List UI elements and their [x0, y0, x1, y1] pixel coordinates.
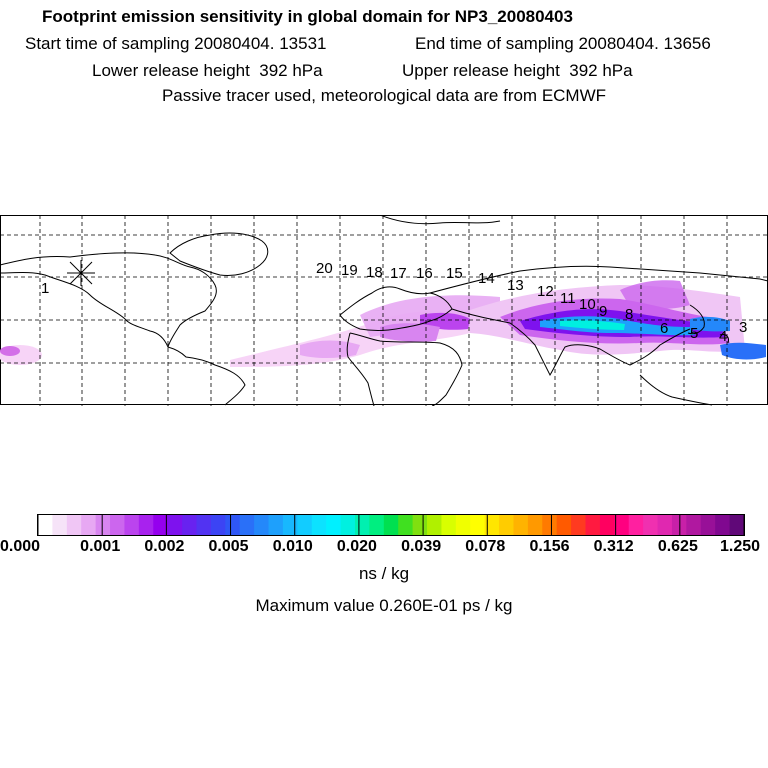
colorbar-cells — [38, 515, 745, 535]
trajectory-label: 20 — [316, 260, 333, 277]
colorbar-tick-label: 0.010 — [272, 538, 313, 555]
trajectory-label: 17 — [390, 265, 407, 282]
colorbar-tick-label: 0.156 — [529, 538, 570, 555]
trajectory-label: 16 — [416, 265, 433, 282]
colorbar-tick-label: 0.312 — [593, 538, 634, 555]
end-time: End time of sampling 20080404. 13656 — [415, 34, 711, 53]
colorbar-cell — [527, 515, 543, 535]
colorbar-cell — [412, 515, 428, 535]
colorbar-cell — [311, 515, 327, 535]
colorbar-cell — [427, 515, 443, 535]
colorbar-cell — [715, 515, 731, 535]
colorbar-cell — [441, 515, 457, 535]
colorbar-cell — [196, 515, 212, 535]
trajectory-label: 3 — [739, 319, 747, 336]
colorbar-cell — [628, 515, 644, 535]
colorbar-cell — [210, 515, 226, 535]
colorbar-cell — [225, 515, 241, 535]
colorbar-cell — [138, 515, 154, 535]
colorbar-cell — [686, 515, 702, 535]
trajectory-label: 19 — [341, 262, 358, 279]
colorbar-cell — [239, 515, 255, 535]
colorbar-cell — [556, 515, 572, 535]
colorbar-cell — [110, 515, 126, 535]
colorbar-tick-label: 1.250 — [720, 538, 761, 555]
colorbar-cell — [700, 515, 716, 535]
colorbar-cell — [455, 515, 471, 535]
colorbar-cell — [254, 515, 270, 535]
trajectory-label: 10 — [579, 296, 596, 313]
trajectory-label: 15 — [446, 265, 463, 282]
colorbar-cell — [571, 515, 587, 535]
colorbar-cell — [95, 515, 111, 535]
trajectory-label: 12 — [537, 283, 554, 300]
colorbar-cell — [729, 515, 745, 535]
colorbar-cell — [470, 515, 486, 535]
colorbar-tick-label: 0.078 — [465, 538, 506, 555]
tracer-info: Passive tracer used, meteorological data… — [161, 86, 607, 105]
colorbar-cell — [66, 515, 82, 535]
colorbar-cell — [268, 515, 284, 535]
trajectory-label: 13 — [507, 277, 524, 294]
colorbar-cell — [513, 515, 529, 535]
colorbar-cell — [81, 515, 97, 535]
colorbar-cell — [614, 515, 630, 535]
colorbar-cell — [297, 515, 313, 535]
colorbar-tick-label: 0.020 — [336, 538, 377, 555]
colorbar-cell — [153, 515, 169, 535]
colorbar-unit: ns / kg — [358, 564, 410, 583]
colorbar-tick-label: 0.001 — [80, 538, 121, 555]
colorbar-cell — [657, 515, 673, 535]
start-time: Start time of sampling 20080404. 13531 — [25, 34, 327, 53]
maximum-value: Maximum value 0.260E-01 ps / kg — [255, 596, 513, 615]
colorbar-cell — [484, 515, 500, 535]
graticule — [0, 215, 768, 406]
colorbar-cell — [326, 515, 342, 535]
colorbar-ticks — [37, 515, 745, 535]
colorbar-tick-label: 0.000 — [0, 538, 41, 555]
colorbar-cell — [124, 515, 140, 535]
colorbar — [37, 514, 745, 536]
colorbar-cell — [354, 515, 370, 535]
colorbar-cell — [369, 515, 385, 535]
colorbar-cell — [282, 515, 298, 535]
trajectory-label: 8 — [625, 306, 633, 323]
colorbar-tick-label: 0.005 — [208, 538, 249, 555]
trajectory-label: 11 — [560, 290, 576, 307]
colorbar-cell — [585, 515, 601, 535]
trajectory-labels: 1 3 4 5 6 8 9 10 11 12 13 14 15 16 17 18… — [41, 260, 747, 345]
colorbar-cell — [398, 515, 414, 535]
trajectory-label: 14 — [478, 270, 495, 287]
colorbar-cell — [38, 515, 54, 535]
map-title: Footprint emission sensitivity in global… — [42, 7, 573, 26]
trajectory-label: 1 — [41, 280, 49, 297]
colorbar-cell — [167, 515, 183, 535]
trajectory-label: 4 — [719, 328, 727, 345]
trajectory-label: 18 — [366, 264, 383, 281]
colorbar-cell — [340, 515, 356, 535]
colorbar-cell — [182, 515, 198, 535]
colorbar-tick-label: 0.039 — [401, 538, 442, 555]
upper-release-height: Upper release height 392 hPa — [402, 61, 633, 80]
colorbar-cell — [542, 515, 558, 535]
footprint-map: 1 3 4 5 6 8 9 10 11 12 13 14 15 16 17 18… — [0, 215, 768, 406]
coastlines — [0, 215, 768, 406]
colorbar-cell — [383, 515, 399, 535]
trajectory-label: 6 — [660, 320, 668, 337]
footprint-plume — [0, 280, 766, 367]
trajectory-label: 9 — [599, 303, 607, 320]
release-point-marker — [67, 260, 95, 286]
lower-release-height: Lower release height 392 hPa — [92, 61, 323, 80]
colorbar-tick-label: 0.625 — [657, 538, 698, 555]
colorbar-cell — [599, 515, 615, 535]
colorbar-cell — [499, 515, 515, 535]
colorbar-cell — [52, 515, 68, 535]
colorbar-tick-label: 0.002 — [144, 538, 185, 555]
trajectory-label: 5 — [690, 325, 698, 342]
colorbar-cell — [643, 515, 659, 535]
